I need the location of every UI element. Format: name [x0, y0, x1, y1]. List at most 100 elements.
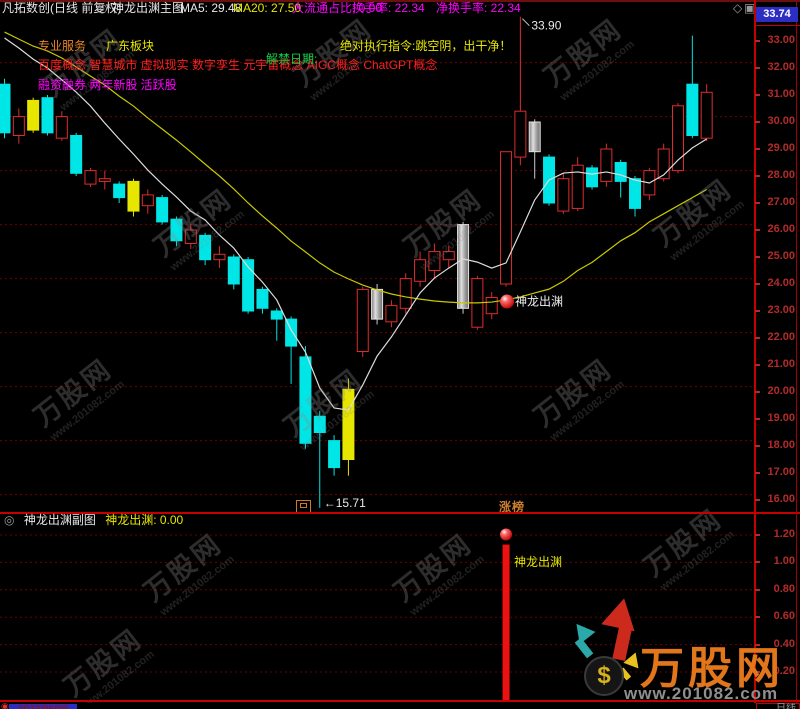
candle	[399, 278, 412, 309]
candle	[70, 135, 83, 174]
signal-label: 神龙出渊	[514, 555, 562, 569]
sub-indicator-title[interactable]: 神龙出渊副图	[23, 513, 96, 527]
sub-panel-header: ◎ 神龙出渊副图 神龙出渊: 0.00	[4, 514, 189, 527]
axis-tick-label: 0.60	[773, 610, 795, 623]
candle	[199, 234, 212, 261]
axis-tick-mark	[755, 283, 760, 285]
dropdown-icon[interactable]: ◎	[4, 513, 15, 527]
candle	[213, 253, 226, 261]
axis-tick-mark	[755, 94, 760, 96]
candle	[0, 83, 11, 134]
axis-tick-label: 27.00	[767, 196, 795, 208]
axis-tick-mark	[755, 121, 760, 123]
status-date[interactable]: 2023/06/09	[9, 704, 77, 709]
red-arrow-stem	[612, 623, 633, 661]
axis-tick-mark	[755, 364, 760, 366]
candle	[113, 183, 126, 199]
tag-service: 专业服务	[38, 39, 87, 53]
candle	[170, 218, 183, 242]
axis-tick-mark	[755, 671, 760, 673]
main-candlestick-chart[interactable]: 33.90 ←15.71 神龙出渊	[0, 14, 755, 512]
candle	[485, 297, 498, 315]
axis-tick-mark	[755, 534, 760, 536]
axis-tick-mark	[755, 561, 760, 564]
axis-tick-mark	[755, 256, 760, 258]
candle	[600, 148, 613, 182]
signal-bar	[502, 544, 510, 702]
candle	[657, 148, 670, 180]
net-turnover-rate: 净换手率: 22.34	[436, 1, 521, 15]
candle	[184, 229, 197, 244]
tag-board: 广东板块	[106, 39, 155, 53]
axis-tick-label: 26.00	[767, 223, 795, 235]
ma20-value: MA20: 27.50	[233, 1, 302, 15]
candle	[700, 91, 713, 139]
axis-tick-label: 31.00	[767, 88, 795, 100]
candle	[686, 83, 699, 136]
candle	[12, 116, 25, 136]
candle	[371, 288, 384, 320]
dropdown-icon[interactable]: ◎	[97, 1, 108, 15]
axis-tick-mark	[755, 616, 760, 619]
candle	[528, 121, 541, 153]
axis-tick-label: 28.00	[767, 169, 795, 181]
axis-tick-mark	[755, 148, 760, 150]
candle	[313, 415, 326, 433]
axis-tick-mark	[755, 499, 760, 501]
top-border	[0, 0, 800, 2]
candle	[55, 116, 68, 139]
candle	[342, 388, 355, 460]
axis-tick-label: 32.00	[767, 61, 795, 73]
candle	[242, 259, 255, 312]
last-price-badge: 33.74	[756, 7, 798, 22]
axis-tick-label: 17.00	[767, 466, 795, 478]
logo-site-name: 万股网	[640, 644, 784, 693]
axis-tick-label: 24.00	[767, 277, 795, 289]
axis-tick-mark	[755, 588, 760, 591]
big-fund-ratio: 大流通占比: 0.00	[292, 1, 383, 15]
candle	[84, 170, 97, 185]
axis-tick-mark	[755, 202, 760, 204]
candle	[428, 251, 441, 272]
candle	[442, 251, 455, 261]
concept-tags: 百度概念 智慧城市 虚拟现实 数字孪生 元宇宙概念 AIGC概念 ChatGPT…	[38, 58, 438, 72]
candle	[586, 167, 599, 188]
axis-tick-label: 0.20	[773, 665, 795, 677]
candle	[270, 310, 283, 320]
ma5-line	[4, 37, 707, 411]
candle	[256, 288, 269, 309]
logo-site-url: www.201082.com	[624, 684, 779, 703]
axis-tick-mark	[755, 643, 760, 646]
window-icon[interactable]: ▣	[744, 1, 756, 15]
candle	[557, 178, 570, 212]
candle	[299, 356, 312, 444]
period-label[interactable]: 日线	[776, 703, 796, 709]
candle	[156, 197, 169, 223]
candle	[141, 194, 154, 207]
axis-tick-mark	[755, 337, 760, 339]
candle	[614, 162, 627, 182]
axis-tick-label: 22.00	[767, 331, 795, 343]
sub-indicator-value: 神龙出渊: 0.00	[105, 513, 184, 527]
ma5-value: MA5: 29.48	[180, 1, 242, 15]
sub-indicator-chart[interactable]: 神龙出渊	[0, 528, 755, 702]
axis-tick-mark	[755, 310, 760, 312]
unlock-date-label: 解禁日期:	[266, 52, 318, 66]
axis-right-line	[796, 0, 797, 709]
axis-tick-label: 1.00	[773, 555, 795, 568]
candle	[457, 224, 470, 309]
axis-tick-label: 0.40	[773, 637, 795, 650]
axis-tick-mark	[755, 445, 760, 447]
candle	[571, 164, 584, 209]
axis-tick-label: 1.20	[773, 528, 795, 540]
diamond-icon[interactable]: ◇	[733, 1, 743, 15]
signal-ball-icon	[500, 294, 515, 309]
rise-ranking-label[interactable]: 涨榜	[499, 500, 526, 514]
high-label: 33.90	[531, 19, 561, 33]
candle	[500, 151, 513, 285]
candle	[356, 288, 369, 352]
indicator-name[interactable]: 神龙出渊主图	[112, 1, 185, 15]
low-label: ←15.71	[324, 496, 366, 510]
candle	[285, 318, 298, 347]
candle	[98, 178, 111, 182]
